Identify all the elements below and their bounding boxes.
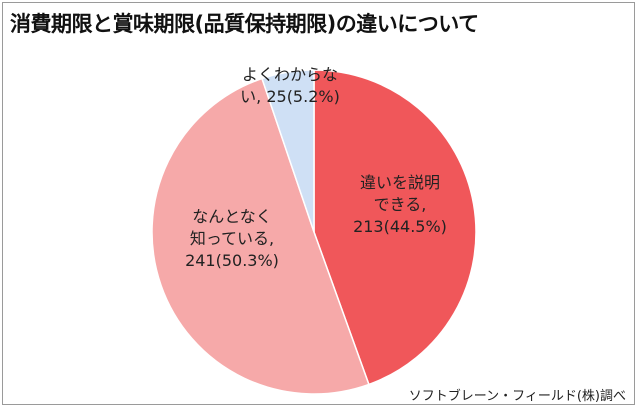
slice-label-dont-know: よくわからない, 25(5.2%) (240, 65, 340, 106)
slice-label-vaguely-know: なんとなく知っている, 241(50.3%) (185, 207, 279, 270)
pie-slice-dont-know (261, 69, 315, 233)
pie-slice-vaguely-know (151, 77, 370, 395)
source-note: ソフトブレーン・フィールド(株)調べ (408, 389, 626, 404)
chart-title: 消費期限と賞味期限(品質保持期限)の違いについて (10, 12, 479, 36)
slice-label-explainable: 違いを説明できる, 213(44.5%) (353, 173, 447, 236)
pie-slice-explainable (313, 69, 477, 386)
